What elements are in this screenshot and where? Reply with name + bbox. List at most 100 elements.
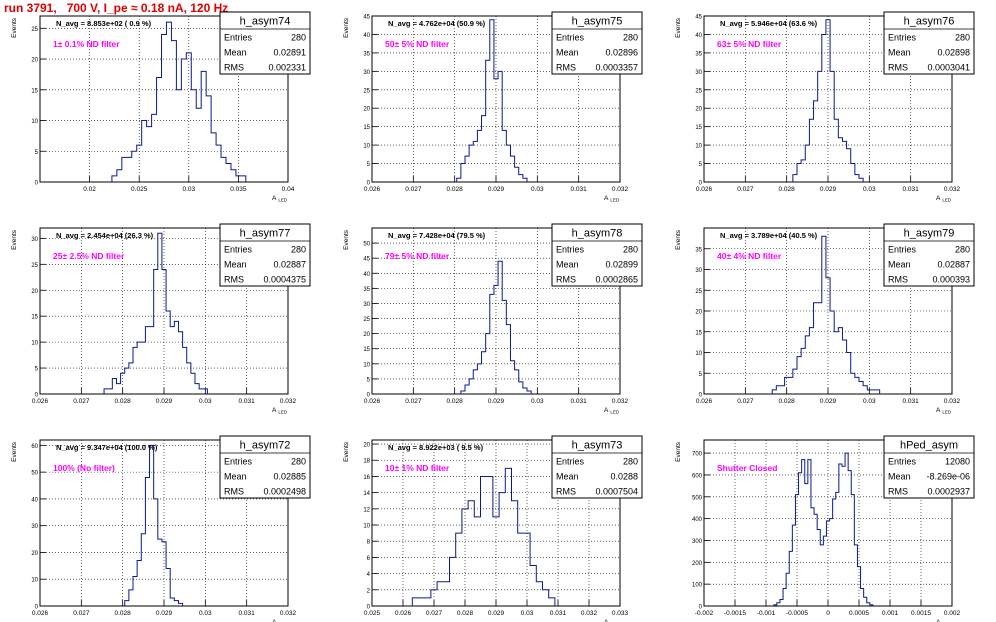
stats-label: Entries <box>556 33 585 43</box>
filter-label: 25± 2.5% ND filter <box>53 251 125 261</box>
stats-label: Entries <box>888 245 917 255</box>
x-tick-label: 0.027 <box>737 186 754 193</box>
x-tick-label: 0.001 <box>882 610 899 617</box>
x-tick-label: -0.002 <box>695 610 714 617</box>
filter-label: Shutter Closed <box>717 463 777 473</box>
y-tick-label: 20 <box>695 107 702 113</box>
y-axis-label: Events <box>343 17 350 38</box>
x-tick-label: -0.001 <box>757 610 776 617</box>
stats-value: -8.269e-06 <box>926 472 970 482</box>
y-tick-label: 10 <box>31 578 38 584</box>
histogram-name: hPed_asym <box>900 440 958 452</box>
y-tick-label: 0 <box>367 605 371 611</box>
stats-value: 280 <box>291 457 306 467</box>
stats-label: Entries <box>224 245 253 255</box>
x-tick-label: -0.0005 <box>786 610 808 617</box>
x-tick-label: 0.027 <box>426 610 443 617</box>
y-tick-label: 40 <box>363 33 370 39</box>
y-tick-label: 25 <box>363 88 370 94</box>
x-tick-label: 0.027 <box>737 398 754 405</box>
histogram-line <box>124 444 184 606</box>
x-axis-symbol: A <box>272 619 277 622</box>
x-tick-label: 0.028 <box>779 398 796 405</box>
histogram-name: h_asym79 <box>904 228 955 240</box>
y-tick-label: 45 <box>363 257 370 263</box>
y-tick-label: 45 <box>695 15 702 21</box>
x-tick-label: 0.032 <box>280 610 297 617</box>
x-axis-symbol: A <box>936 407 941 414</box>
stats-value: 0.0002937 <box>927 487 970 497</box>
x-tick-label: 0.031 <box>239 398 256 405</box>
x-axis-subscript: LED <box>942 410 952 415</box>
navg-label: N_avg = 8.922e+03 ( 9.5 %) <box>388 443 484 452</box>
histogram-name: h_asym77 <box>240 228 291 240</box>
x-axis-symbol: A <box>272 407 277 414</box>
x-tick-label: 0.031 <box>571 398 588 405</box>
x-axis-symbol: A <box>604 407 609 414</box>
histogram-line <box>771 235 881 394</box>
stats-value: 0.02891 <box>273 48 306 58</box>
y-tick-label: 25 <box>363 317 370 323</box>
stats-value: 0.0007504 <box>595 487 638 497</box>
x-axis-symbol: A <box>936 619 941 622</box>
x-tick-label: 0.03 <box>521 610 534 617</box>
stats-box <box>883 435 975 499</box>
stats-label: RMS <box>888 63 908 73</box>
x-axis-subscript: LED <box>278 198 288 203</box>
x-tick-label: 0.028 <box>779 186 796 193</box>
x-tick-label: 0.033 <box>612 610 629 617</box>
y-tick-label: 600 <box>692 473 703 479</box>
panel-h_asym75: 0.026 0.027 0.028 0.029 0.03 0.031 0.032 0 5 10 15… <box>343 11 643 203</box>
y-tick-label: 5 <box>699 162 703 168</box>
x-tick-label: 0.029 <box>488 610 505 617</box>
stats-box <box>551 223 643 287</box>
stats-label: Mean <box>888 472 911 482</box>
y-tick-label: 30 <box>31 237 38 243</box>
stats-value: 280 <box>623 457 638 467</box>
stats-box <box>219 11 311 75</box>
y-tick-label: 0 <box>699 605 703 611</box>
y-axis-label: Events <box>343 441 350 462</box>
x-axis-subscript: LED <box>942 198 952 203</box>
x-axis-subscript: LED <box>610 198 620 203</box>
stats-label: Mean <box>224 48 247 58</box>
stats-value: 0.02887 <box>937 260 970 270</box>
y-tick-label: 40 <box>363 272 370 278</box>
stats-box <box>219 435 311 499</box>
x-tick-label: 0.029 <box>488 398 505 405</box>
x-tick-label: 0.026 <box>32 610 49 617</box>
x-tick-label: 0.032 <box>612 398 629 405</box>
y-tick-label: 15 <box>695 330 702 336</box>
y-tick-label: 5 <box>367 162 371 168</box>
y-tick-label: 25 <box>31 263 38 269</box>
panel-h_asym76: 0.026 0.027 0.028 0.029 0.03 0.031 0.032 0 5 10 15… <box>675 11 975 203</box>
x-tick-label: 0.027 <box>73 398 90 405</box>
y-tick-label: 700 <box>692 452 703 458</box>
y-tick-label: 30 <box>31 524 38 530</box>
x-tick-label: 0.031 <box>550 610 567 617</box>
histogram-name: h_asym78 <box>572 228 623 240</box>
stats-label: RMS <box>888 275 908 285</box>
x-tick-label: -0.0015 <box>724 610 746 617</box>
x-axis-symbol: A <box>272 195 277 202</box>
stats-value: 280 <box>955 245 970 255</box>
x-tick-label: 0.03 <box>531 186 544 193</box>
navg-label: N_avg = 8.853e+02 ( 0.9 %) <box>56 19 152 28</box>
x-axis-symbol: A <box>604 195 609 202</box>
stats-value: 0.0002498 <box>263 487 306 497</box>
y-tick-label: 12 <box>363 507 370 513</box>
y-tick-label: 35 <box>363 287 370 293</box>
y-tick-label: 0 <box>367 393 371 399</box>
y-tick-label: 16 <box>363 475 370 481</box>
stats-label: Entries <box>556 457 585 467</box>
x-axis-symbol: A <box>604 619 609 622</box>
filter-label: 79± 5% ND filter <box>385 251 450 261</box>
y-tick-label: 60 <box>31 444 38 450</box>
y-tick-label: 20 <box>363 107 370 113</box>
x-tick-label: 0.02 <box>83 186 96 193</box>
stats-value: 0.02896 <box>605 48 638 58</box>
y-tick-label: 300 <box>692 539 703 545</box>
y-tick-label: 10 <box>695 144 702 150</box>
